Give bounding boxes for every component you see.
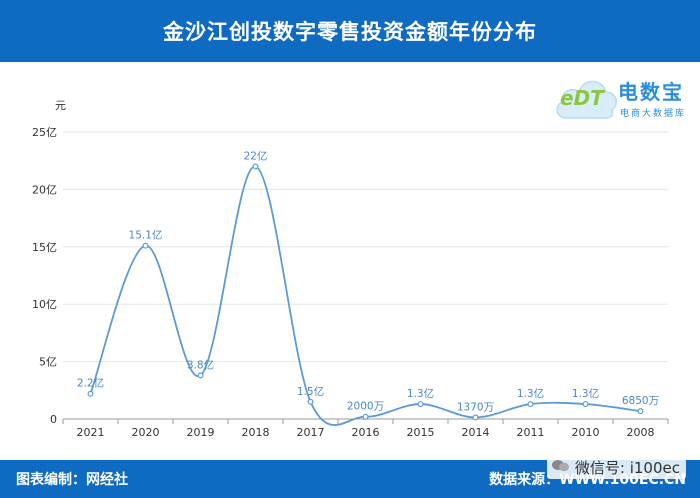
header-bar: 金沙江创投数字零售投资金额年份分布: [0, 0, 700, 62]
data-label: 6850万: [622, 395, 659, 407]
cloud-icon: [556, 80, 617, 119]
x-tick-label: 2021: [77, 426, 105, 439]
line-chart: 元 0 5亿 10亿 15亿 20亿 25亿 2021 2020 2019 2018 2017 2016…: [32, 99, 669, 439]
data-label: 22亿: [244, 149, 268, 162]
data-point: [472, 414, 479, 421]
y-tick-label: 0: [50, 413, 57, 426]
x-tick-label: 2010: [572, 426, 600, 439]
x-tick-label: 2014: [462, 426, 490, 439]
y-tick-label: 15亿: [32, 241, 57, 254]
wechat-watermark: 微信号: i100ec: [546, 456, 686, 479]
data-label: 1.3亿: [517, 387, 544, 400]
y-tick-label: 25亿: [32, 126, 57, 139]
x-tick-label: 2008: [627, 426, 655, 439]
logo-title: 电数宝: [618, 80, 684, 104]
data-point: [527, 401, 534, 408]
x-tick-label: 2011: [517, 426, 545, 439]
x-tick-label: 2018: [242, 426, 270, 439]
y-tick-label: 10亿: [32, 298, 57, 311]
data-point: [307, 398, 314, 405]
data-label: 1.5亿: [297, 385, 324, 398]
logo-letters: eDT: [560, 86, 604, 110]
data-point: [197, 372, 204, 379]
data-point: [362, 413, 369, 420]
data-point: [417, 401, 424, 408]
data-point: [252, 163, 259, 170]
data-point: [142, 242, 149, 249]
series-line: [89, 165, 641, 426]
data-label: 1.3亿: [572, 387, 599, 400]
x-tick-label: 2019: [187, 426, 215, 439]
y-axis-unit-label: 元: [55, 99, 66, 112]
data-point: [87, 390, 94, 397]
wechat-icon: [551, 460, 569, 472]
x-tick-label: 2020: [132, 426, 160, 439]
data-label: 1370万: [457, 401, 494, 413]
data-point: [582, 401, 589, 408]
footer-credit: 图表编制：网经社: [16, 472, 128, 488]
brand-logo: eDT 电数宝 电商大数据库: [552, 68, 692, 128]
y-tick-label: 20亿: [32, 183, 57, 196]
y-tick-label: 5亿: [39, 356, 57, 369]
data-label: 2.2亿: [77, 377, 104, 390]
data-point: [637, 408, 644, 415]
x-tick-label: 2016: [352, 426, 380, 439]
data-label: 1.3亿: [407, 387, 434, 400]
x-tick-label: 2017: [297, 426, 325, 439]
data-label: 3.8亿: [187, 358, 214, 371]
watermark-text: 微信号: i100ec: [574, 459, 680, 477]
data-label: 15.1亿: [129, 229, 163, 242]
chart-area: 元 0 5亿 10亿 15亿 20亿 25亿 2021 2020 2019 2018 2017 2016…: [0, 62, 700, 460]
logo-subtitle: 电商大数据库: [620, 109, 687, 119]
data-label: 2000万: [347, 401, 384, 413]
page-title: 金沙江创投数字零售投资金额年份分布: [163, 20, 537, 44]
x-tick-label: 2015: [407, 426, 435, 439]
